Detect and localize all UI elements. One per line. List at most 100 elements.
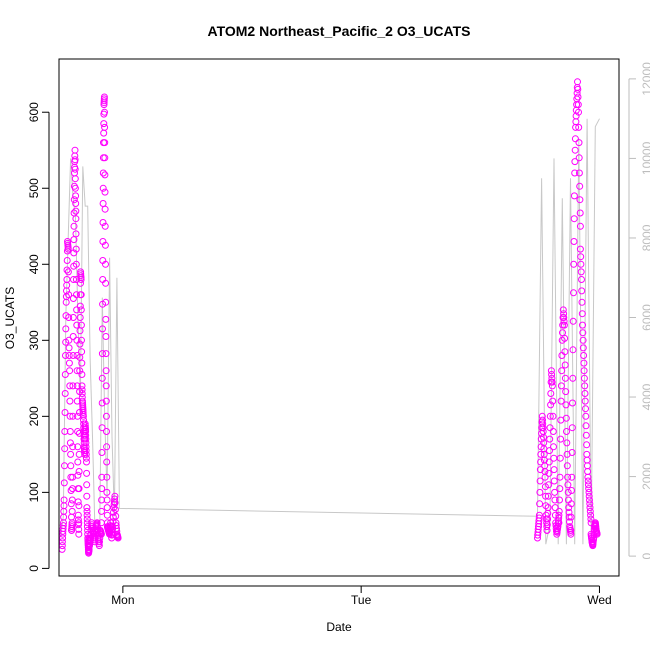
o3-ucats-point bbox=[580, 359, 588, 367]
o3-ucats-point bbox=[539, 416, 546, 424]
o3-ucats-point bbox=[60, 496, 68, 504]
o3-ucats-point bbox=[570, 260, 578, 268]
o3-ucats-point bbox=[69, 333, 77, 340]
o3-ucats-point bbox=[574, 93, 582, 101]
o3-ucats-point bbox=[59, 522, 67, 530]
o3-ucats-point bbox=[68, 519, 76, 527]
o3-ucats-point bbox=[71, 156, 79, 164]
o3-ucats-point bbox=[98, 449, 106, 456]
left-tick-label: 400 bbox=[27, 254, 41, 274]
o3-ucats-point bbox=[76, 314, 84, 321]
o3-ucats-point bbox=[581, 397, 589, 405]
o3-ucats-point bbox=[571, 135, 579, 143]
o3-ucats-point bbox=[99, 169, 107, 177]
o3-ucats-point bbox=[72, 192, 80, 200]
o3-ucats-point bbox=[547, 401, 555, 409]
o3-ucats-point bbox=[66, 382, 74, 390]
o3-ucats-point bbox=[547, 367, 555, 375]
o3-ucats-point bbox=[82, 450, 90, 458]
o3-ucats-point bbox=[102, 279, 110, 287]
o3-ucats-point bbox=[69, 295, 77, 302]
o3-ucats-point bbox=[83, 519, 91, 527]
o3-ucats-point bbox=[575, 154, 583, 162]
o3-ucats-point bbox=[556, 485, 564, 493]
o3-ucats-point bbox=[542, 492, 550, 500]
o3-ucats-point bbox=[578, 298, 586, 306]
o3-ucats-point bbox=[577, 268, 585, 276]
left-tick-label: 600 bbox=[27, 102, 41, 122]
o3-ucats-point bbox=[579, 344, 587, 352]
o3-ucats-point bbox=[539, 424, 547, 432]
o3-ucats-point bbox=[537, 458, 545, 466]
o3-ucats-point bbox=[567, 526, 575, 534]
o3-ucats-point bbox=[98, 424, 106, 432]
x-axis-label: Date bbox=[326, 620, 352, 634]
o3-ucats-point bbox=[77, 276, 85, 283]
o3-ucats-point bbox=[69, 382, 77, 390]
o3-ucats-point bbox=[557, 382, 565, 390]
o3-ucats-point bbox=[83, 481, 91, 489]
o3-ucats-point bbox=[111, 492, 119, 500]
left-tick-label: 0 bbox=[27, 565, 41, 572]
right-y-axis: 0 2000 4000 6000 8000 10000 12000 bbox=[628, 62, 650, 559]
o3-ucats-point bbox=[580, 367, 588, 375]
o3-ucats-point bbox=[69, 412, 77, 420]
o3-ucats-point bbox=[74, 516, 82, 524]
o3-ucats-point bbox=[82, 447, 90, 455]
o3-ucats-point bbox=[555, 519, 563, 527]
o3-ucats-point bbox=[577, 253, 585, 261]
o3-ucats-point bbox=[587, 515, 595, 523]
o3-ucats-point bbox=[560, 314, 568, 321]
left-tick-label: 200 bbox=[27, 406, 41, 426]
o3-ucats-point bbox=[78, 371, 86, 378]
o3-ucats-point bbox=[582, 422, 590, 430]
o3-ucats-point bbox=[103, 428, 110, 435]
o3-ucats-point bbox=[65, 352, 73, 359]
o3-ucats-point bbox=[584, 477, 592, 485]
o3-ucats-point bbox=[71, 146, 79, 154]
o3-ucats-point bbox=[63, 266, 71, 274]
o3-ucats-point bbox=[569, 346, 577, 354]
o3-ucats-point bbox=[66, 412, 74, 420]
o3-ucats-points-group bbox=[58, 78, 601, 557]
o3-ucats-point bbox=[83, 511, 91, 519]
o3-ucats-point bbox=[546, 435, 554, 443]
o3-ucats-point bbox=[60, 479, 68, 487]
o3-ucats-point bbox=[103, 496, 111, 504]
right-tick-label: 0 bbox=[640, 552, 650, 559]
o3-ucats-point bbox=[570, 192, 578, 200]
o3-ucats-point bbox=[101, 154, 109, 162]
x-tick-label: Mon bbox=[111, 593, 134, 607]
o3-ucats-point bbox=[582, 412, 590, 420]
o3-ucats-point bbox=[568, 449, 576, 456]
o3-ucats-point bbox=[61, 462, 68, 470]
o3-ucats-point bbox=[563, 428, 570, 435]
o3-ucats-point bbox=[572, 118, 580, 126]
o3-ucats-point bbox=[111, 506, 119, 513]
o3-ucats-point bbox=[550, 466, 558, 474]
o3-ucats-point bbox=[561, 348, 569, 356]
o3-ucats-point bbox=[70, 249, 78, 257]
o3-ucats-point bbox=[579, 329, 587, 337]
o3-ucats-point bbox=[98, 350, 106, 358]
o3-ucats-point bbox=[586, 507, 594, 515]
o3-ucats-point bbox=[62, 352, 69, 359]
chart-title: ATOM2 Northeast_Pacific_2 O3_UCATS bbox=[208, 23, 471, 39]
left-tick-label: 100 bbox=[27, 482, 41, 502]
o3-ucats-point bbox=[545, 458, 553, 466]
x-axis: Mon Tue Wed bbox=[111, 585, 612, 607]
o3-ucats-point bbox=[555, 514, 563, 522]
o3-ucats-point bbox=[74, 471, 82, 479]
o3-ucats-point bbox=[83, 458, 90, 466]
o3-ucats-point bbox=[83, 469, 91, 477]
o3-ucats-point bbox=[569, 317, 577, 325]
o3-ucats-point bbox=[537, 450, 545, 458]
o3-ucats-point bbox=[586, 500, 594, 508]
o3-ucats-point bbox=[583, 441, 591, 449]
o3-ucats-point bbox=[101, 108, 108, 116]
o3-ucats-point bbox=[578, 276, 585, 283]
o3-ucats-point bbox=[593, 530, 601, 538]
o3-ucats-point bbox=[546, 424, 554, 432]
o3-ucats-point bbox=[582, 431, 590, 439]
x-tick-label: Tue bbox=[351, 593, 372, 607]
